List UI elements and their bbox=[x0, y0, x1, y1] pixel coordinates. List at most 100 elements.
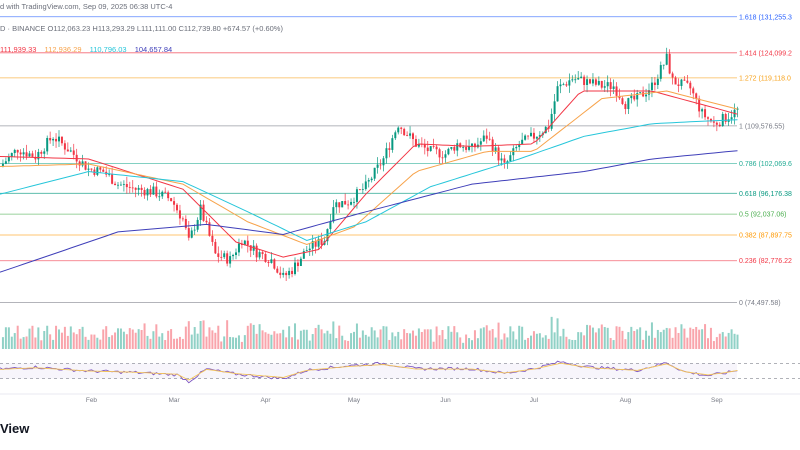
volume-bar bbox=[193, 327, 196, 349]
volume-bar bbox=[680, 324, 683, 349]
fib-label: 0.786 (102,069.6 bbox=[739, 161, 792, 168]
volume-bar bbox=[718, 333, 721, 349]
candle-body bbox=[308, 248, 311, 251]
candle-body bbox=[568, 80, 571, 86]
volume-bar bbox=[650, 322, 653, 349]
volume-bar bbox=[102, 329, 105, 349]
volume-bar bbox=[589, 325, 591, 349]
candle-body bbox=[367, 180, 370, 182]
volume-bar bbox=[75, 334, 78, 349]
candle-body bbox=[267, 261, 270, 264]
volume-bar bbox=[597, 328, 600, 349]
candle-body bbox=[630, 95, 633, 99]
volume-bar bbox=[214, 332, 217, 349]
volume-bar bbox=[733, 333, 736, 349]
candle-body bbox=[299, 258, 302, 267]
volume-bar bbox=[276, 333, 279, 349]
volume-bar bbox=[648, 335, 650, 349]
volume-bar bbox=[397, 331, 400, 349]
fib-label: 1.618 (131,255.3 bbox=[739, 14, 792, 21]
volume-bar bbox=[541, 337, 544, 349]
candle-body bbox=[329, 221, 332, 230]
volume-bar bbox=[255, 333, 258, 349]
volume-bar bbox=[568, 339, 571, 349]
volume-bar bbox=[677, 332, 680, 349]
volume-bar bbox=[273, 331, 276, 349]
volume-bar bbox=[72, 332, 75, 349]
candle-body bbox=[527, 135, 530, 137]
candle-body bbox=[515, 147, 518, 149]
volume-bar bbox=[235, 337, 237, 349]
volume-bar bbox=[698, 329, 701, 349]
candle-body bbox=[562, 84, 565, 86]
candle-body bbox=[364, 181, 367, 190]
volume-bar bbox=[603, 327, 606, 349]
candle-body bbox=[444, 154, 447, 158]
volume-bar bbox=[353, 331, 355, 349]
candle-body bbox=[28, 153, 31, 157]
volume-bar bbox=[217, 325, 220, 349]
volume-bar bbox=[665, 327, 668, 349]
volume-bar bbox=[485, 325, 488, 349]
volume-bar bbox=[562, 328, 565, 349]
candle-body bbox=[317, 238, 320, 247]
volume-bar bbox=[291, 337, 294, 349]
volume-bar bbox=[624, 339, 627, 349]
volume-bar bbox=[712, 341, 715, 349]
candle-body bbox=[683, 79, 686, 81]
candle-body bbox=[468, 146, 471, 150]
volume-bar bbox=[476, 338, 479, 349]
x-tick-label: Feb bbox=[86, 397, 98, 404]
candle-body bbox=[412, 133, 414, 140]
candle-body bbox=[181, 218, 184, 220]
candle-body bbox=[571, 79, 574, 81]
candle-body bbox=[695, 93, 698, 99]
volume-bar bbox=[220, 341, 223, 349]
volume-bar bbox=[530, 335, 532, 349]
candle-body bbox=[462, 147, 465, 148]
volume-bar bbox=[491, 329, 494, 349]
volume-bar bbox=[125, 334, 128, 349]
candle-body bbox=[338, 202, 341, 208]
candle-body bbox=[223, 253, 226, 258]
candle-body bbox=[229, 256, 232, 264]
candle-body bbox=[497, 147, 500, 161]
moving-average-line bbox=[0, 90, 738, 258]
volume-bar bbox=[161, 333, 164, 349]
volume-bar bbox=[302, 329, 305, 349]
ma-value-mid: 112,936.29 bbox=[44, 45, 82, 54]
volume-bar bbox=[473, 330, 476, 349]
volume-bar bbox=[715, 337, 718, 349]
volume-bar bbox=[527, 337, 530, 349]
volume-bar bbox=[465, 334, 468, 349]
candle-body bbox=[618, 95, 621, 99]
volume-bar bbox=[532, 331, 535, 349]
volume-bar bbox=[668, 328, 671, 349]
volume-bar bbox=[350, 333, 353, 349]
fib-label: 0.382 (87,897.75 bbox=[739, 232, 792, 239]
candle-body bbox=[671, 73, 674, 78]
volume-bar bbox=[96, 337, 99, 349]
ma-value-long: 104,657.84 bbox=[134, 45, 173, 54]
volume-bar bbox=[285, 337, 288, 349]
candlesticks bbox=[1, 47, 739, 281]
volume-bar bbox=[326, 330, 329, 349]
volume-bar bbox=[10, 336, 13, 349]
volume-bar bbox=[683, 328, 686, 349]
candle-body bbox=[279, 272, 282, 275]
volume-bar bbox=[633, 330, 636, 349]
candle-body bbox=[432, 146, 435, 147]
candle-body bbox=[344, 201, 347, 205]
candle-body bbox=[102, 169, 105, 172]
ma-value-fast: 111,939.33 bbox=[0, 45, 37, 54]
volume-bar bbox=[240, 341, 243, 349]
volume-bar bbox=[736, 334, 739, 349]
volume-bar bbox=[606, 327, 609, 349]
x-tick-label: Mar bbox=[168, 397, 180, 404]
candle-body bbox=[176, 204, 178, 211]
candle-body bbox=[586, 79, 589, 85]
candle-body bbox=[146, 189, 149, 196]
candle-body bbox=[453, 147, 456, 151]
volume-bar bbox=[60, 332, 63, 349]
